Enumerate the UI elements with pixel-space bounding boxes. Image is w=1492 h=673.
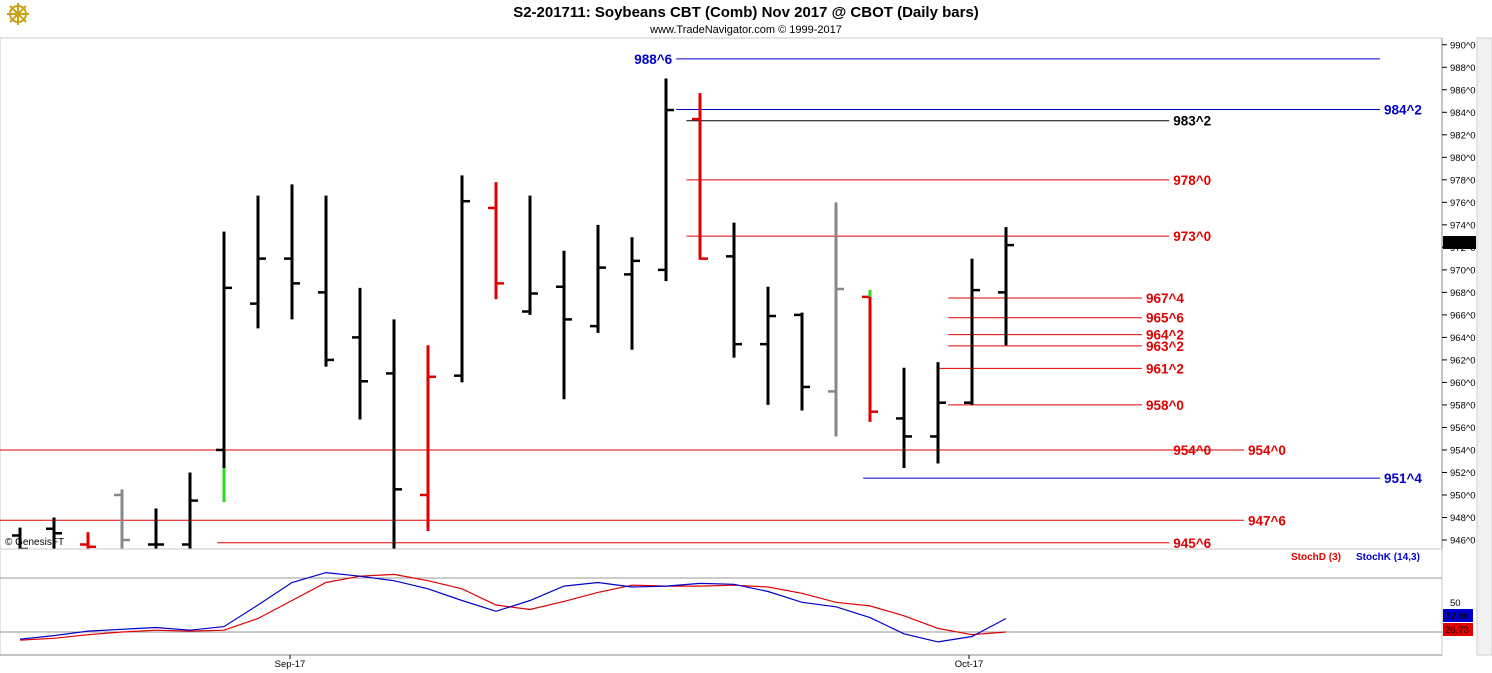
y-tick-label: 954^0: [1450, 445, 1476, 456]
y-tick-label: 962^0: [1450, 355, 1476, 366]
stoch-d-last-box: [1443, 623, 1473, 636]
level-label: 978^0: [1173, 173, 1211, 188]
chart-title: S2-201711: Soybeans CBT (Comb) Nov 2017 …: [513, 4, 979, 21]
y-tick-label: 988^0: [1450, 63, 1476, 74]
y-tick-label: 970^0: [1450, 265, 1476, 276]
y-tick-label: 986^0: [1450, 85, 1476, 96]
stoch-k-last-box: [1443, 609, 1473, 622]
y-tick-label: 990^0: [1450, 40, 1476, 51]
stoch-tick-50: 50: [1450, 598, 1461, 609]
price-panel: 988^6 984^2 983^2 978^0 973^0 967^4 965^6 964^2…: [0, 37, 1443, 551]
y-tick-label: 958^0: [1450, 400, 1476, 411]
y-tick-label: 980^0: [1450, 153, 1476, 164]
stoch-k-legend: StochK (14,3): [1356, 552, 1420, 563]
y-tick-label: 964^0: [1450, 333, 1476, 344]
stochastic-panel: StochD (3) StochK (14,3) 50 39.86 26.73: [0, 548, 1473, 656]
y-tick-label: 960^0: [1450, 378, 1476, 389]
y-tick-label: 974^0: [1450, 220, 1476, 231]
ship-wheel-logo-icon: [7, 3, 29, 25]
price-axis: 946^0 948^0 950^0 952^0 954^0 956^0 958^0 960^0…: [1441, 38, 1476, 655]
x-label-oct: Oct-17: [955, 659, 984, 670]
stochastic-panel-frame: [0, 548, 1443, 656]
stoch-d-line: [19, 573, 1007, 641]
header: S2-201711: Soybeans CBT (Comb) Nov 2017 …: [7, 3, 979, 36]
level-label: 988^6: [634, 52, 672, 67]
level-label: 984^2: [1384, 102, 1422, 117]
y-tick-label: 966^0: [1450, 310, 1476, 321]
last-price-box: [1443, 236, 1476, 249]
price-panel-frame: [0, 37, 1443, 550]
stoch-d-legend: StochD (3): [1291, 552, 1341, 563]
y-tick-label: 950^0: [1450, 490, 1476, 501]
watermark: © GenesisFT: [5, 537, 64, 548]
x-label-sep: Sep-17: [275, 659, 306, 670]
stoch-k-line: [19, 571, 1007, 643]
level-label: 961^2: [1146, 361, 1184, 376]
x-axis: Sep-17 Oct-17: [0, 654, 1442, 670]
chart-subtitle: www.TradeNavigator.com © 1999-2017: [649, 24, 842, 36]
y-tick-label: 946^0: [1450, 535, 1476, 546]
level-label: 947^6: [1248, 513, 1286, 528]
level-label: 967^4: [1146, 291, 1184, 306]
level-label: 951^4: [1384, 471, 1422, 486]
stoch-d-last: 26.73: [1445, 625, 1469, 636]
last-price-label: 972^2: [1446, 238, 1472, 249]
level-label: 965^6: [1146, 311, 1184, 326]
y-tick-label: 952^0: [1450, 468, 1476, 479]
level-label: 963^2: [1146, 339, 1184, 354]
scrollbar-track[interactable]: [1476, 37, 1492, 656]
level-label: 954^0: [1248, 443, 1286, 458]
level-label: 958^0: [1146, 398, 1184, 413]
y-tick-label: 982^0: [1450, 130, 1476, 141]
level-label: 983^2: [1173, 114, 1211, 129]
stoch-k-last: 39.86: [1445, 611, 1469, 622]
y-tick-label: 956^0: [1450, 423, 1476, 434]
y-tick-label: 976^0: [1450, 198, 1476, 209]
y-tick-label: 948^0: [1450, 513, 1476, 524]
level-label: 973^0: [1173, 229, 1211, 244]
y-tick-label: 978^0: [1450, 175, 1476, 186]
y-tick-label: 968^0: [1450, 288, 1476, 299]
level-label: 945^6: [1173, 536, 1211, 551]
y-tick-label: 984^0: [1450, 108, 1476, 119]
level-label: 964^2: [1146, 328, 1184, 343]
scrollbar[interactable]: [1476, 37, 1492, 656]
